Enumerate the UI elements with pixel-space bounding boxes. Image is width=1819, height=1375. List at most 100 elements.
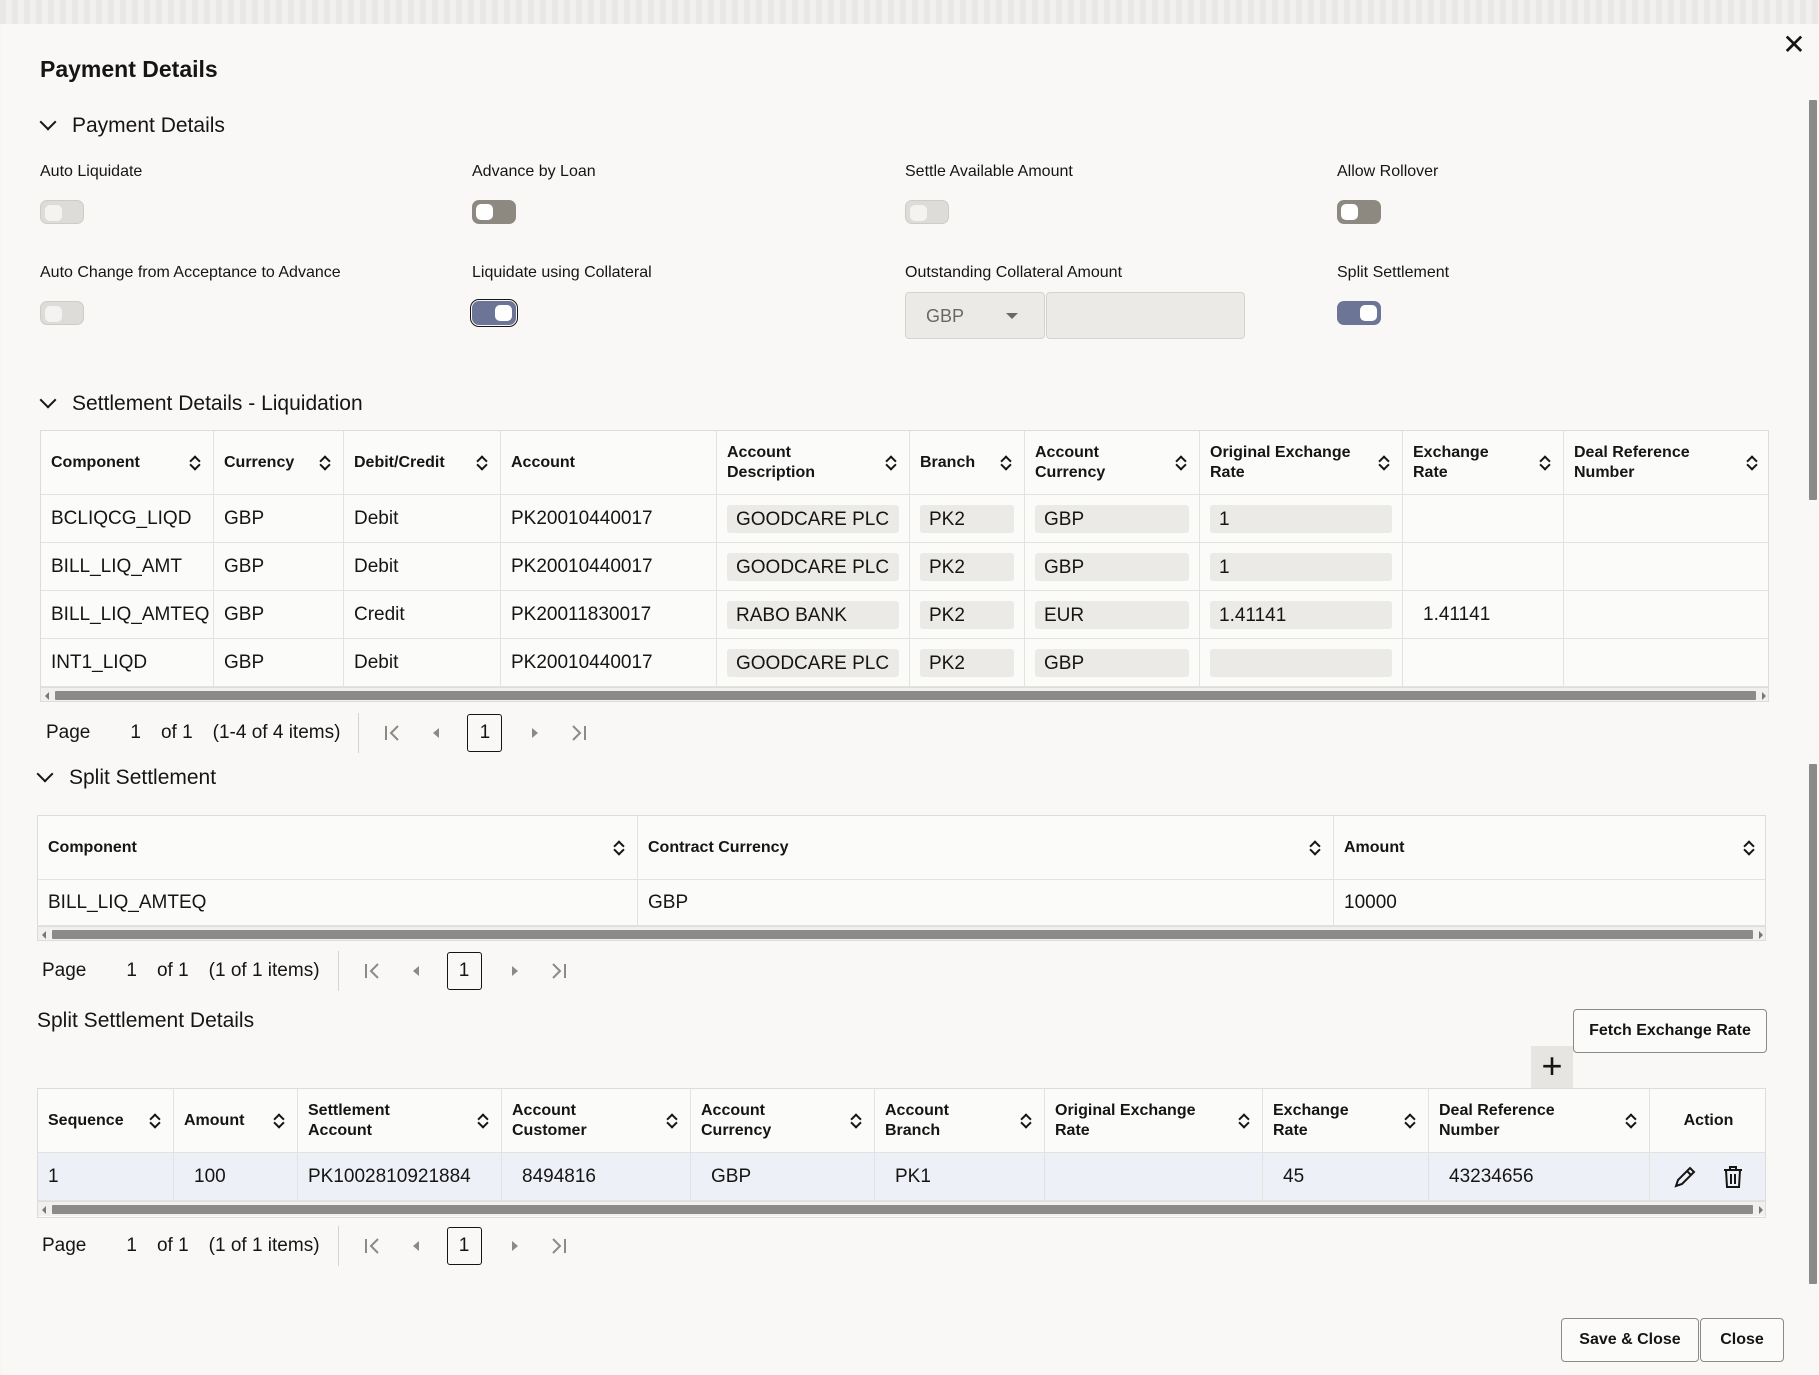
last-page-icon[interactable] [548, 1235, 570, 1257]
payment-details-section-header[interactable]: Payment Details [39, 113, 225, 138]
cell-account-customer: 8494816 [502, 1153, 691, 1200]
page-number-input[interactable]: 1 [126, 960, 137, 981]
col-header[interactable]: Account [501, 431, 717, 494]
cell-currency: GBP [214, 543, 344, 590]
cell-account-currency: GBP [1035, 504, 1189, 533]
next-page-icon[interactable] [524, 722, 546, 744]
liquidation-pager: Page 1 of 1 (1-4 of 4 items) 1 [46, 713, 590, 753]
page-number-input[interactable]: 1 [130, 722, 141, 743]
col-header[interactable]: Account Description [717, 431, 910, 494]
previous-page-icon[interactable] [425, 722, 447, 744]
save-close-button[interactable]: Save & Close [1561, 1318, 1699, 1362]
cell-account-currency: GBP [691, 1153, 875, 1200]
previous-page-icon[interactable] [405, 1235, 427, 1257]
advance-by-loan-toggle[interactable] [472, 200, 516, 224]
sort-icon [1743, 840, 1755, 856]
sort-icon [1000, 455, 1012, 471]
scroll-right-icon [1759, 931, 1763, 939]
col-header[interactable]: Sequence [38, 1089, 174, 1152]
col-header[interactable]: Exchange Rate [1263, 1089, 1429, 1152]
add-row-button[interactable]: + [1531, 1046, 1573, 1088]
close-button[interactable]: Close [1700, 1318, 1784, 1362]
table-row[interactable]: BILL_LIQ_AMTEQ GBP 10000 [38, 880, 1765, 926]
col-header[interactable]: Component [38, 816, 638, 879]
last-page-icon[interactable] [548, 960, 570, 982]
table-row[interactable]: BILL_LIQ_AMT GBP Debit PK20010440017 GOO… [41, 543, 1768, 591]
split-settlement-grid: Component Contract Currency Amount BILL_… [37, 815, 1766, 941]
next-page-icon[interactable] [504, 960, 526, 982]
settlement-liquidation-section-header[interactable]: Settlement Details - Liquidation [39, 391, 363, 416]
last-page-icon[interactable] [568, 722, 590, 744]
fetch-exchange-rate-button[interactable]: Fetch Exchange Rate [1573, 1009, 1767, 1053]
close-icon[interactable]: ✕ [1782, 29, 1806, 60]
settle-available-amount-label: Settle Available Amount [905, 163, 1073, 180]
cell-deal-ref [1564, 639, 1768, 686]
advance-by-loan-label: Advance by Loan [472, 163, 596, 180]
current-page-button[interactable]: 1 [467, 714, 503, 752]
col-header[interactable]: Account Currency [691, 1089, 875, 1152]
col-header[interactable]: Deal Reference Number [1564, 431, 1768, 494]
horizontal-scrollbar[interactable] [41, 687, 1768, 701]
page-number-input[interactable]: 1 [126, 1235, 137, 1256]
cell-exchange-rate [1403, 639, 1564, 686]
col-header[interactable]: Deal Reference Number [1429, 1089, 1650, 1152]
auto-change-label: Auto Change from Acceptance to Advance [40, 264, 341, 281]
col-header[interactable]: Branch [910, 431, 1025, 494]
horizontal-scrollbar[interactable] [38, 1201, 1765, 1216]
horizontal-scrollbar[interactable] [38, 926, 1765, 940]
col-header[interactable]: Original Exchange Rate [1045, 1089, 1263, 1152]
col-header[interactable]: Amount [174, 1089, 298, 1152]
delete-icon[interactable] [1720, 1164, 1746, 1190]
sort-icon [476, 455, 488, 471]
liquidation-grid: Component Currency Debit/Credit Account … [40, 430, 1769, 702]
first-page-icon[interactable] [381, 722, 403, 744]
previous-page-icon[interactable] [405, 960, 427, 982]
col-header[interactable]: Contract Currency [638, 816, 1334, 879]
current-page-button[interactable]: 1 [446, 952, 482, 990]
split-settlement-pager: Page 1 of 1 (1 of 1 items) 1 [42, 951, 570, 991]
allow-rollover-toggle[interactable] [1337, 200, 1381, 224]
collateral-currency-select[interactable]: GBP [905, 292, 1045, 339]
cell-debit-credit: Debit [344, 639, 501, 686]
first-page-icon[interactable] [361, 960, 383, 982]
edit-icon[interactable] [1672, 1164, 1698, 1190]
collateral-amount-field[interactable] [1046, 292, 1245, 339]
split-settlement-details-pager: Page 1 of 1 (1 of 1 items) 1 [42, 1226, 570, 1266]
col-header[interactable]: Amount [1334, 816, 1765, 879]
split-settlement-toggle[interactable] [1337, 301, 1381, 325]
sort-icon [273, 1113, 285, 1129]
cell-account-currency: EUR [1035, 600, 1189, 629]
col-header[interactable]: Component [41, 431, 214, 494]
col-header[interactable]: Account Customer [502, 1089, 691, 1152]
sort-icon [613, 840, 625, 856]
liquidate-using-collateral-toggle[interactable] [470, 299, 518, 327]
col-header[interactable]: Debit/Credit [344, 431, 501, 494]
col-header[interactable]: Account Branch [875, 1089, 1045, 1152]
col-header[interactable]: Currency [214, 431, 344, 494]
cell-amount: 10000 [1344, 891, 1397, 913]
col-header[interactable]: Account Currency [1025, 431, 1200, 494]
table-row[interactable]: BILL_LIQ_AMTEQ GBP Credit PK20011830017 … [41, 591, 1768, 639]
cell-amount: 100 [174, 1153, 298, 1200]
table-row[interactable]: BCLIQCG_LIQD GBP Debit PK20010440017 GOO… [41, 495, 1768, 543]
split-settlement-section-header[interactable]: Split Settlement [36, 765, 216, 790]
cell-component: INT1_LIQD [41, 639, 214, 686]
col-header[interactable]: Exchange Rate [1403, 431, 1564, 494]
cell-contract-currency: GBP [638, 880, 1334, 925]
current-page-button[interactable]: 1 [446, 1227, 482, 1265]
sort-icon [850, 1113, 862, 1129]
cell-deal-ref [1564, 591, 1768, 638]
first-page-icon[interactable] [361, 1235, 383, 1257]
sort-icon [477, 1113, 489, 1129]
sort-icon [1175, 455, 1187, 471]
col-header[interactable]: Original Exchange Rate [1200, 431, 1403, 494]
allow-rollover-label: Allow Rollover [1337, 163, 1439, 180]
scroll-left-icon [45, 692, 49, 700]
col-header[interactable]: Settlement Account [298, 1089, 502, 1152]
section-title: Payment Details [72, 114, 225, 137]
grid-header-row: Sequence Amount Settlement Account Accou… [38, 1089, 1765, 1153]
table-row[interactable]: 1 100 PK1002810921884 8494816 GBP PK1 45… [38, 1153, 1765, 1201]
table-row[interactable]: INT1_LIQD GBP Debit PK20010440017 GOODCA… [41, 639, 1768, 687]
vertical-scrollbar[interactable] [1807, 100, 1819, 1300]
next-page-icon[interactable] [504, 1235, 526, 1257]
